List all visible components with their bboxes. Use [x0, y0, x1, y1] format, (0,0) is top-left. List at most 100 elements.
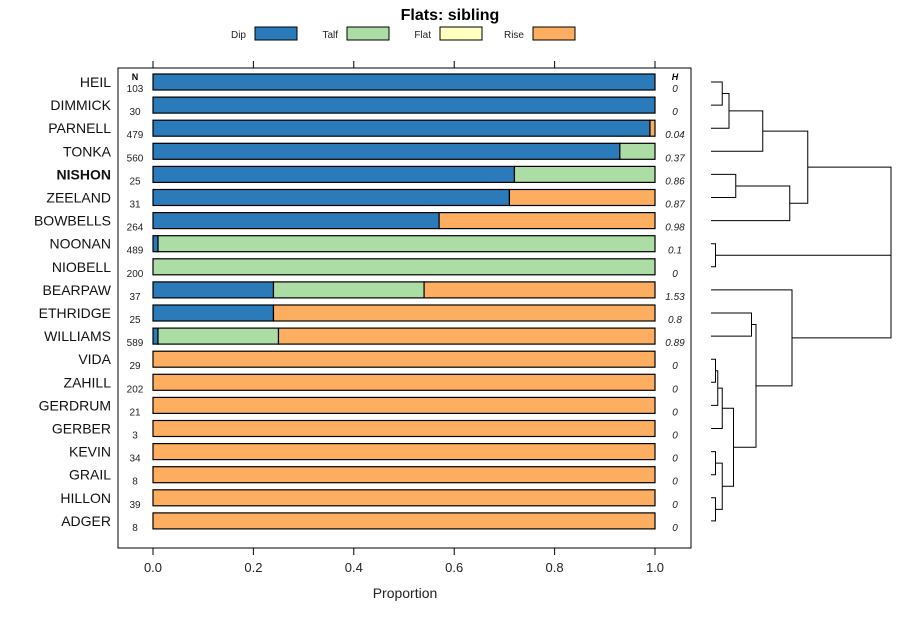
legend-label-dip: Dip	[231, 30, 246, 41]
bar-zahill-rise	[152, 373, 656, 391]
bar-parnell-dip	[152, 119, 651, 137]
h-value-niobell: 0	[672, 269, 678, 280]
h-column-header: H	[672, 72, 679, 82]
dendrogram-branch-k	[711, 387, 723, 429]
row-label-bearpaw: BEARPAW	[43, 282, 112, 298]
x-tick-label-1: 0.2	[244, 560, 262, 575]
bar-ethridge-rise	[272, 304, 656, 322]
h-value-ethridge: 0.8	[668, 315, 682, 326]
n-value-niobell: 200	[127, 269, 144, 280]
bar-bearpaw-dip	[152, 281, 275, 299]
bar-grail-rise	[152, 466, 656, 484]
n-value-ethridge: 25	[129, 315, 141, 326]
dendrogram-branch-m	[711, 497, 716, 522]
h-value-gerdrum: 0	[672, 407, 678, 418]
n-value-gerdrum: 21	[129, 407, 141, 418]
row-label-adger: ADGER	[61, 513, 111, 529]
legend-label-rise: Rise	[504, 30, 524, 41]
bar-zeeland-rise	[508, 188, 656, 207]
h-value-vida: 0	[672, 361, 678, 372]
bar-adger-rise	[152, 512, 656, 530]
legend-label-flat: Flat	[414, 30, 431, 41]
legend-swatch-talf	[346, 26, 390, 41]
h-value-nishon: 0.86	[665, 176, 685, 187]
row-label-nishon: NISHON	[57, 166, 111, 182]
bar-gerdrum-rise	[152, 396, 656, 414]
h-value-bearpaw: 1.53	[665, 292, 685, 303]
h-value-adger: 0	[672, 523, 678, 534]
row-label-vida: VIDA	[78, 351, 111, 367]
bar-kevin-rise	[152, 443, 656, 461]
h-value-hillon: 0	[672, 500, 678, 511]
h-value-parnell: 0.04	[665, 130, 685, 141]
n-value-gerber: 3	[132, 431, 138, 442]
bar-vida-rise	[152, 350, 656, 368]
legend-swatch-dip	[254, 26, 298, 41]
bar-gerber-rise	[152, 419, 656, 438]
h-value-zahill: 0	[672, 384, 678, 395]
dendrogram-branch-s	[807, 166, 892, 297]
row-label-williams: WILLIAMS	[44, 328, 111, 344]
bar-noonan-dip	[152, 235, 159, 253]
h-value-noonan: 0.1	[668, 246, 682, 257]
x-tick-label-3: 0.6	[445, 560, 463, 575]
row-label-zahill: ZAHILL	[64, 374, 112, 390]
x-tick-label-2: 0.4	[345, 560, 363, 575]
x-axis-label: Proportion	[373, 585, 438, 601]
top-axis	[152, 61, 656, 68]
h-value-tonka: 0.37	[665, 153, 685, 164]
dendrogram-branch-i	[711, 358, 716, 383]
x-tick-label-5: 1.0	[646, 560, 664, 575]
plot-panel	[117, 67, 692, 549]
bar-williams-dip	[152, 327, 159, 345]
n-value-zeeland: 31	[129, 200, 141, 211]
h-value-gerber: 0	[672, 431, 678, 442]
bar-williams-rise	[277, 327, 656, 345]
h-value-kevin: 0	[672, 454, 678, 465]
dendrogram-branch-a	[711, 81, 723, 106]
row-label-grail: GRAIL	[69, 467, 111, 483]
chart-title: Flats: sibling	[401, 7, 500, 24]
n-value-heil: 103	[127, 84, 144, 95]
bar-tonka-talf	[619, 142, 656, 160]
bar-zeeland-dip	[152, 188, 511, 207]
dendrogram-branch-f	[762, 130, 809, 204]
legend-swatch-flat	[439, 26, 483, 41]
dendrogram-branch-n	[715, 462, 723, 510]
n-value-nishon: 25	[129, 176, 141, 187]
n-value-hillon: 39	[129, 500, 141, 511]
bar-nishon-dip	[152, 165, 516, 183]
h-value-heil: 0	[672, 84, 678, 95]
row-label-bowbells: BOWBELLS	[34, 213, 111, 229]
row-label-heil: HEIL	[80, 74, 111, 90]
n-value-zahill: 202	[127, 384, 144, 395]
dendrogram-branch-j	[711, 370, 719, 406]
row-label-niobell: NIOBELL	[52, 259, 111, 275]
n-value-parnell: 479	[127, 130, 144, 141]
bar-ethridge-dip	[152, 304, 275, 322]
x-axis: 0.0 0.2 0.4 0.6 0.8 1.0	[144, 548, 664, 575]
dendrogram-branch-d	[711, 173, 737, 198]
row-label-dimmick: DIMMICK	[50, 97, 111, 113]
dendrogram-branch-e	[711, 185, 791, 222]
legend: Dip Talf Flat Rise	[231, 26, 576, 41]
legend-label-talf: Talf	[322, 30, 338, 41]
n-value-williams: 589	[127, 338, 144, 349]
dendrogram-branch-c	[711, 110, 764, 152]
row-label-ethridge: ETHRIDGE	[39, 305, 111, 321]
bar-tonka-dip	[152, 142, 621, 160]
bar-parnell-rise	[649, 119, 656, 137]
bar-bearpaw-rise	[423, 281, 656, 299]
h-value-dimmick: 0	[672, 107, 678, 118]
n-value-adger: 8	[132, 523, 138, 534]
legend-swatch-rise	[532, 26, 576, 41]
row-label-noonan: NOONAN	[50, 236, 111, 252]
row-label-gerber: GERBER	[52, 421, 111, 437]
n-value-kevin: 34	[129, 454, 141, 465]
row-label-parnell: PARNELL	[48, 120, 111, 136]
row-label-gerdrum: GERDRUM	[39, 397, 111, 413]
row-label-zeeland: ZEELAND	[46, 190, 111, 206]
n-value-grail: 8	[132, 477, 138, 488]
row-label-tonka: TONKA	[63, 143, 112, 159]
